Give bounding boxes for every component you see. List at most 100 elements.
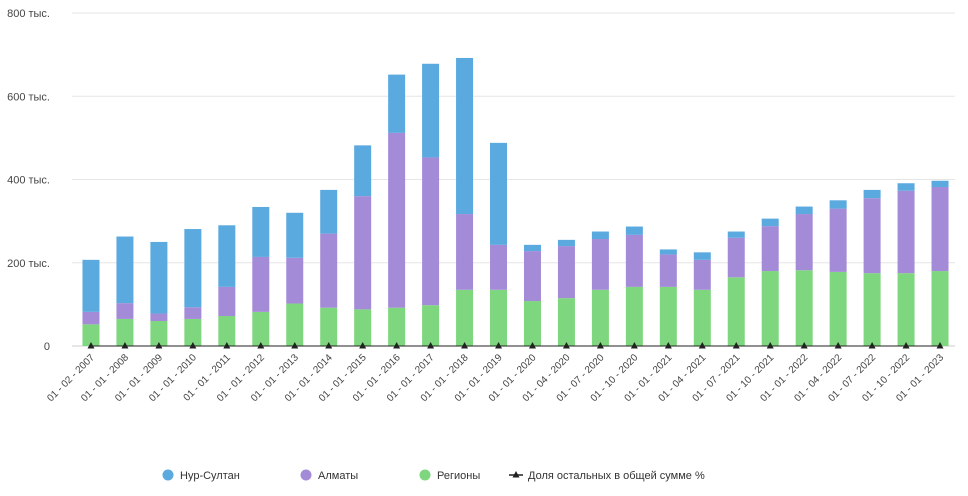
line-series-marker [902, 342, 910, 349]
line-series-marker [325, 342, 333, 349]
bar-segment [490, 289, 508, 346]
legend-item[interactable]: Регионы [419, 469, 481, 483]
bar-segment [490, 244, 508, 290]
bar-segment [82, 311, 100, 325]
legend-item[interactable]: Доля остальных в общей сумме % [509, 470, 705, 482]
bar-segment [693, 259, 711, 290]
bar-segment [456, 214, 474, 290]
bar-segment [116, 318, 134, 346]
bar-segment [557, 246, 575, 299]
bar-segment [795, 214, 813, 271]
bar-segment [388, 132, 406, 308]
line-series-marker [596, 342, 604, 349]
bar-segment [931, 271, 949, 346]
bar-segment [422, 63, 440, 158]
bar-segment [150, 313, 168, 322]
bar-segment [693, 252, 711, 260]
bar-segment [863, 189, 881, 199]
bars-layer [82, 57, 949, 346]
bar-segment [761, 218, 779, 227]
bar-segment [625, 286, 643, 346]
line-series-marker [936, 342, 944, 349]
bar-segment [388, 307, 406, 346]
line-series-marker [189, 342, 197, 349]
bar-segment [184, 318, 202, 346]
y-tick-label: 400 тыс. [7, 175, 50, 187]
line-series-marker [732, 342, 740, 349]
line-series-marker [257, 342, 265, 349]
legend-swatch [300, 469, 312, 481]
line-series-marker [87, 342, 95, 349]
bar-segment [82, 324, 100, 346]
bar-segment [761, 226, 779, 272]
bar-segment [829, 271, 847, 346]
line-series-marker [664, 342, 672, 349]
bar-segment [795, 206, 813, 215]
bar-segment [286, 212, 304, 258]
legend-item[interactable]: Алматы [300, 469, 359, 483]
legend-label: Нур-Султан [180, 470, 240, 482]
line-series-marker [461, 342, 469, 349]
bar-segment [591, 231, 609, 240]
bar-segment [795, 270, 813, 346]
bar-segment [116, 303, 134, 319]
bar-segment [456, 289, 474, 346]
bar-segment [863, 273, 881, 346]
line-series-marker [291, 342, 299, 349]
line-series-marker [834, 342, 842, 349]
line-series-marker [528, 342, 536, 349]
line-series-marker [800, 342, 808, 349]
line-series-marker [630, 342, 638, 349]
line-series-marker [495, 342, 503, 349]
bar-segment [218, 286, 236, 317]
bar-segment [659, 254, 677, 287]
grid-layer: 0 200 тыс. 400 тыс. 600 тыс. 800 тыс. [7, 8, 955, 353]
bar-segment [727, 277, 745, 346]
legend-label: Алматы [318, 470, 358, 482]
bar-segment [354, 145, 372, 197]
bar-segment [557, 298, 575, 346]
line-series-marker [427, 342, 435, 349]
bar-segment [422, 305, 440, 346]
line-series-marker [562, 342, 570, 349]
bar-segment [591, 289, 609, 346]
legend-item[interactable]: Нур-Султан [162, 469, 240, 483]
y-tick-label: 0 [44, 341, 50, 353]
bar-segment [286, 257, 304, 304]
bar-segment [354, 196, 372, 310]
bar-segment [591, 239, 609, 290]
bar-segment [897, 273, 915, 346]
bar-segment [659, 286, 677, 346]
bar-segment [354, 309, 372, 346]
line-series-marker [359, 342, 367, 349]
bar-segment [523, 301, 541, 346]
y-tick-label: 200 тыс. [7, 258, 50, 270]
bar-segment [897, 183, 915, 191]
bar-segment [218, 316, 236, 346]
bar-segment [490, 142, 508, 245]
bar-segment [863, 198, 881, 274]
legend-swatch [162, 469, 174, 481]
bar-segment [218, 225, 236, 287]
bar-segment [252, 206, 270, 257]
bar-segment [150, 241, 168, 314]
line-series-marker [698, 342, 706, 349]
line-series-marker [868, 342, 876, 349]
bar-segment [150, 321, 168, 346]
line-series-marker [155, 342, 163, 349]
line-series-marker [121, 342, 129, 349]
legend: Нур-Султан Алматы Регионы Доля остальных в … [162, 469, 705, 483]
line-layer [87, 342, 944, 349]
bar-segment [931, 180, 949, 187]
bar-segment [184, 307, 202, 319]
bar-segment [829, 200, 847, 209]
legend-label: Регионы [437, 470, 480, 482]
y-tick-label: 600 тыс. [7, 91, 50, 103]
bar-segment [693, 289, 711, 346]
bar-segment [557, 239, 575, 247]
bar-segment [116, 236, 134, 304]
line-series-marker [223, 342, 231, 349]
legend-swatch [419, 469, 431, 481]
